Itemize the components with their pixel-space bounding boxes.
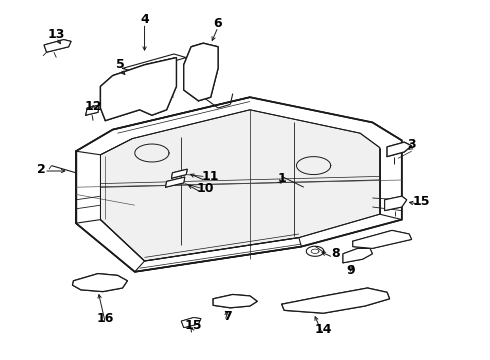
Text: 7: 7 [223,310,232,323]
Text: 11: 11 [202,170,220,183]
Polygon shape [343,248,372,263]
Polygon shape [181,318,201,328]
Polygon shape [184,43,218,101]
Text: 6: 6 [214,17,222,30]
Text: 8: 8 [331,247,340,260]
Polygon shape [387,142,412,157]
Polygon shape [44,40,71,52]
Text: 2: 2 [37,163,46,176]
Polygon shape [100,110,380,261]
Text: 16: 16 [97,312,114,325]
Text: 12: 12 [84,100,102,113]
Text: 14: 14 [315,323,332,336]
Text: 10: 10 [197,183,215,195]
Polygon shape [385,196,407,211]
Text: 15: 15 [185,319,202,332]
Text: 5: 5 [116,58,124,71]
Text: 9: 9 [346,264,355,276]
Text: 1: 1 [277,172,286,185]
Polygon shape [166,177,185,187]
Polygon shape [76,97,402,272]
Text: 3: 3 [407,138,416,150]
Polygon shape [100,58,176,121]
Polygon shape [282,288,390,313]
Text: 4: 4 [140,13,149,26]
Text: 15: 15 [413,195,430,208]
Polygon shape [86,105,99,115]
Text: 13: 13 [48,28,65,41]
Polygon shape [353,230,412,248]
Polygon shape [213,294,257,308]
Polygon shape [73,274,127,292]
Polygon shape [172,169,187,178]
